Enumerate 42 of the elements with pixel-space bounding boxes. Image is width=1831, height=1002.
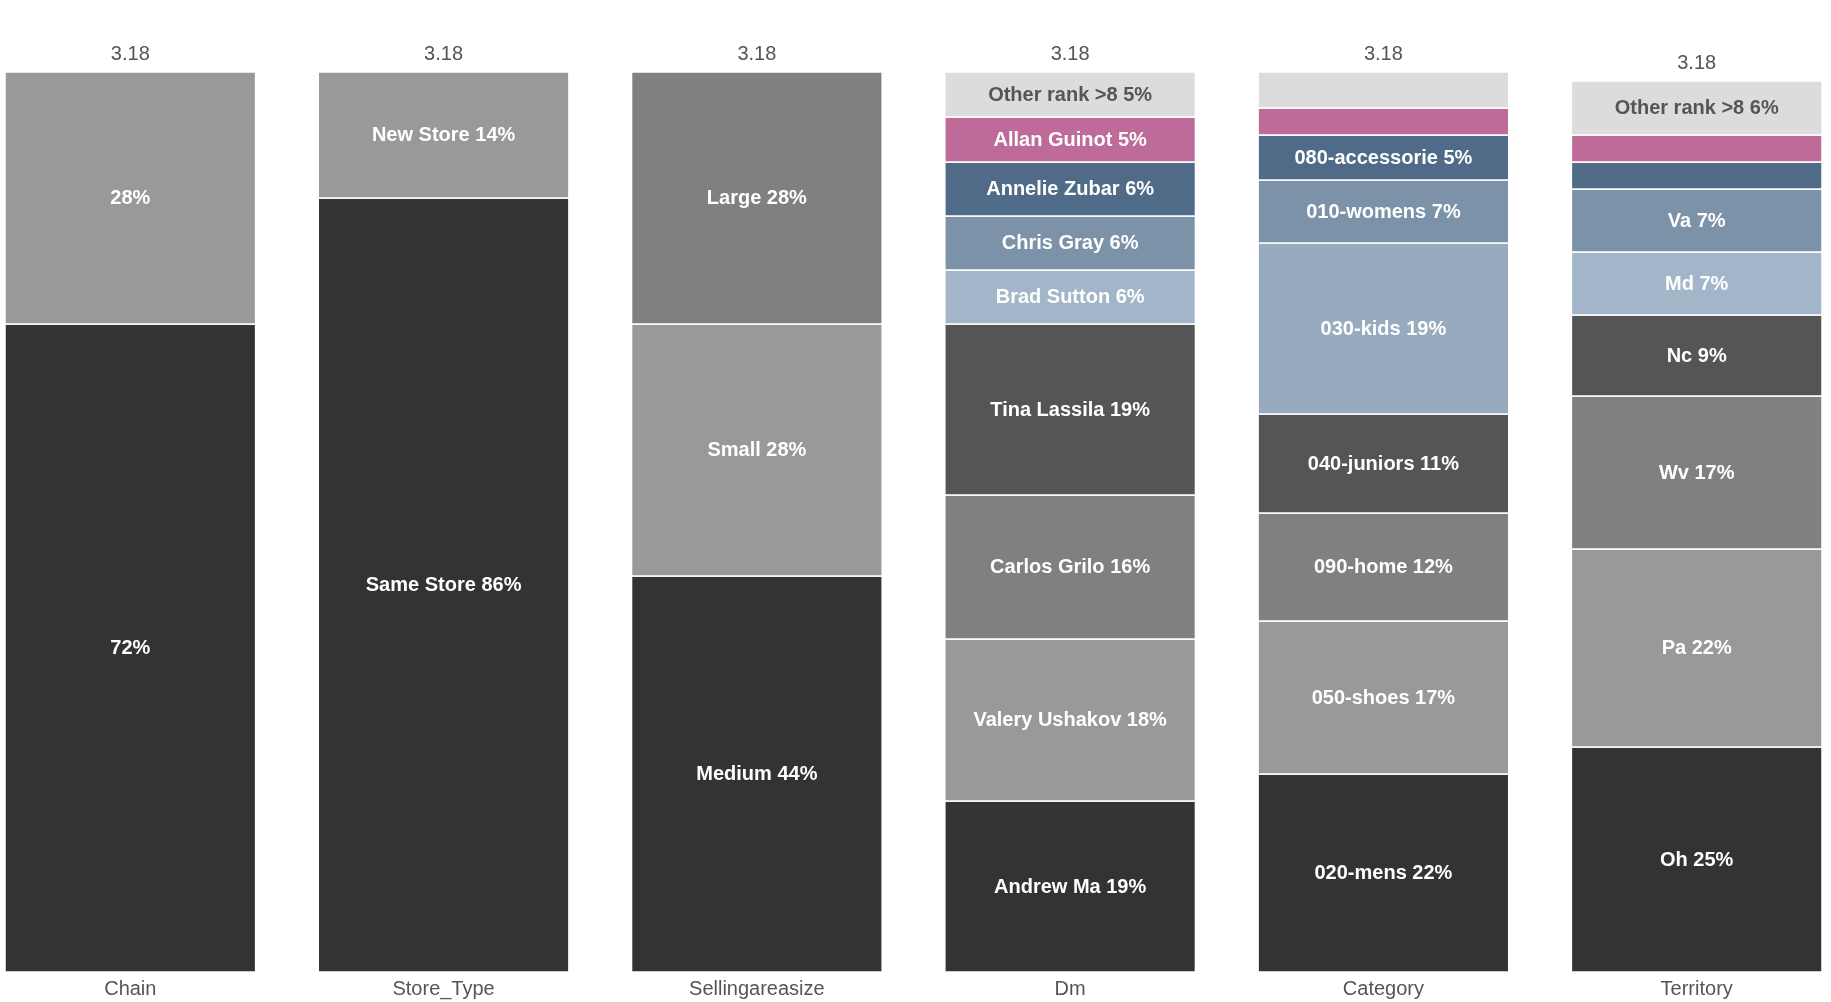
data-label: Other rank >8 6% bbox=[1614, 96, 1779, 118]
data-label: Carlos Grilo 16% bbox=[990, 555, 1151, 577]
data-label: 030-kids 19% bbox=[1320, 316, 1447, 339]
x-tick-label: Store_Type bbox=[392, 976, 495, 1000]
data-label: 010-womens 7% bbox=[1306, 199, 1461, 222]
data-label: 28% bbox=[110, 186, 151, 208]
data-label: Small 28% bbox=[707, 438, 807, 460]
data-label: Same Store 86% bbox=[365, 573, 522, 595]
annotation: 3.18 bbox=[737, 42, 777, 64]
data-label: Other rank >8 5% bbox=[988, 82, 1153, 105]
data-label: Brad Sutton 6% bbox=[995, 285, 1145, 307]
annotation: 3.18 bbox=[1363, 42, 1403, 64]
x-tick-label: Chain bbox=[104, 976, 157, 999]
annotation: 3.18 bbox=[110, 42, 150, 64]
annotation: 3.18 bbox=[1050, 42, 1090, 64]
data-label: New Store 14% bbox=[371, 123, 516, 145]
data-label: Medium 44% bbox=[696, 762, 818, 784]
data-label: Pa 22% bbox=[1661, 636, 1732, 658]
data-label: Large 28% bbox=[706, 186, 808, 208]
data-label: 080-accessorie 5% bbox=[1294, 145, 1473, 168]
x-tick-label: Category bbox=[1342, 976, 1424, 999]
data-label: Wv 17% bbox=[1658, 460, 1735, 483]
data-label: 040-juniors 11% bbox=[1307, 451, 1460, 474]
data-label: Andrew Ma 19% bbox=[994, 874, 1147, 897]
data-label: 020-mens 22% bbox=[1314, 861, 1453, 883]
data-label: 090-home 12% bbox=[1313, 555, 1454, 577]
x-tick-label: Territory bbox=[1660, 976, 1733, 999]
data-label: Allan Guinot 5% bbox=[993, 127, 1148, 150]
data-label: Annelie Zubar 6% bbox=[986, 177, 1155, 199]
data-label: 72% bbox=[110, 636, 151, 658]
data-label: Chris Gray 6% bbox=[1001, 231, 1139, 253]
data-label: Oh 25% bbox=[1660, 847, 1734, 870]
data-label: 050-shoes 17% bbox=[1311, 685, 1456, 708]
annotation: 3.18 bbox=[424, 42, 464, 64]
data-label: Nc 9% bbox=[1666, 343, 1727, 366]
data-label: Md 7% bbox=[1665, 271, 1729, 294]
data-label: Valery Ushakov 18% bbox=[973, 708, 1168, 730]
data-label: Va 7% bbox=[1667, 208, 1726, 231]
x-tick-label: Sellingareasize bbox=[689, 976, 825, 999]
data-label: Tina Lassila 19% bbox=[990, 397, 1151, 420]
annotation: 3.18 bbox=[1677, 51, 1717, 73]
x-tick-label: Dm bbox=[1054, 976, 1086, 999]
